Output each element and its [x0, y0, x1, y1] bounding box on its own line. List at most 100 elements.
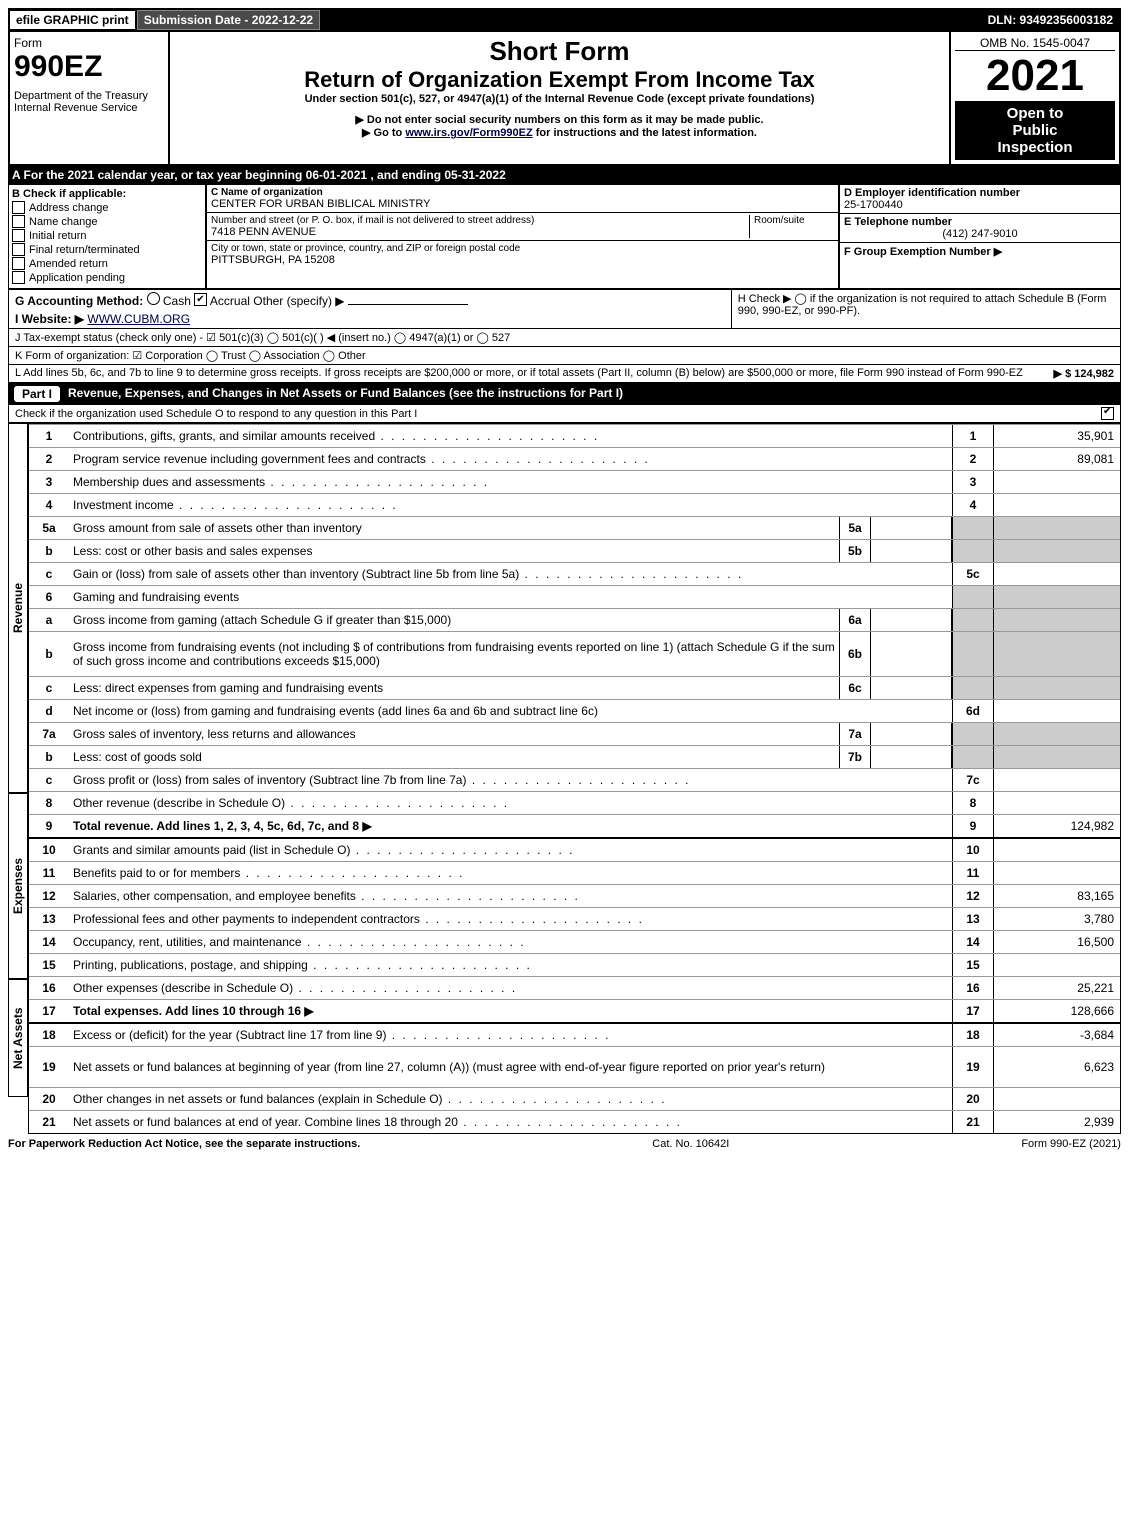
li-label: Grants and similar amounts paid (list in… — [69, 841, 952, 859]
line-6: 6Gaming and fundraising events — [29, 585, 1120, 608]
li-col: 12 — [952, 885, 993, 907]
header-center: Short Form Return of Organization Exempt… — [170, 32, 951, 164]
li-col: 10 — [952, 839, 993, 861]
accrual-radio[interactable] — [194, 293, 207, 306]
cash-radio[interactable] — [147, 292, 160, 305]
li-val — [993, 839, 1120, 861]
line-5b: bLess: cost or other basis and sales exp… — [29, 539, 1120, 562]
li-val-grey — [993, 746, 1120, 768]
website-link[interactable]: WWW.CUBM.ORG — [87, 312, 190, 326]
li-num: 4 — [29, 498, 69, 512]
g-label: G Accounting Method: — [15, 294, 143, 308]
net-assets-tab: Net Assets — [8, 979, 28, 1097]
cb-label: Address change — [29, 202, 109, 214]
li-num: 15 — [29, 958, 69, 972]
li-num: b — [29, 647, 69, 661]
dept-treasury: Department of the Treasury — [14, 90, 164, 102]
box-d: D Employer identification number 25-1700… — [839, 184, 1121, 289]
cb-label: Name change — [29, 216, 98, 228]
li-label: Other expenses (describe in Schedule O) — [69, 979, 952, 997]
li-subval — [870, 723, 952, 745]
li-num: 2 — [29, 452, 69, 466]
name-label: C Name of organization — [211, 187, 834, 198]
li-col: 11 — [952, 862, 993, 884]
org-name: CENTER FOR URBAN BIBLICAL MINISTRY — [211, 198, 834, 210]
line-7a: 7aGross sales of inventory, less returns… — [29, 722, 1120, 745]
li-label: Gross income from fundraising events (no… — [69, 638, 839, 670]
org-info-row: B Check if applicable: Address change Na… — [8, 184, 1121, 289]
line-5a: 5aGross amount from sale of assets other… — [29, 516, 1120, 539]
li-label: Program service revenue including govern… — [69, 450, 952, 468]
li-num: a — [29, 613, 69, 627]
li-val: 16,500 — [993, 931, 1120, 953]
goto-pre: ▶ Go to — [362, 127, 405, 139]
line-7c: cGross profit or (loss) from sales of in… — [29, 768, 1120, 791]
li-val — [993, 954, 1120, 976]
li-label: Total expenses. Add lines 10 through 16 … — [69, 1002, 952, 1020]
li-val-grey — [993, 723, 1120, 745]
part-i-body: Revenue Expenses Net Assets 1Contributio… — [8, 423, 1121, 1134]
other-specify-input[interactable] — [348, 304, 468, 305]
li-num: c — [29, 773, 69, 787]
li-val: 2,939 — [993, 1111, 1120, 1133]
name-change-checkbox[interactable] — [12, 215, 25, 228]
room-label: Room/suite — [749, 215, 834, 238]
address-change-checkbox[interactable] — [12, 201, 25, 214]
li-subcol: 6c — [839, 677, 870, 699]
li-val-grey — [993, 632, 1120, 676]
li-label: Occupancy, rent, utilities, and maintena… — [69, 933, 952, 951]
li-num: 7a — [29, 727, 69, 741]
section-a-period: A For the 2021 calendar year, or tax yea… — [8, 166, 1121, 184]
street-label: Number and street (or P. O. box, if mail… — [211, 215, 749, 226]
application-pending-checkbox[interactable] — [12, 271, 25, 284]
line-18: 18Excess or (deficit) for the year (Subt… — [29, 1022, 1120, 1046]
li-val-grey — [993, 586, 1120, 608]
line-9: 9Total revenue. Add lines 1, 2, 3, 4, 5c… — [29, 814, 1120, 837]
li-col: 15 — [952, 954, 993, 976]
li-subval — [870, 632, 952, 676]
form-header: Form 990EZ Department of the Treasury In… — [8, 32, 1121, 166]
li-val-grey — [993, 677, 1120, 699]
li-label: Membership dues and assessments — [69, 473, 952, 491]
irs-link[interactable]: www.irs.gov/Form990EZ — [405, 127, 532, 139]
line-j: J Tax-exempt status (check only one) - ☑… — [8, 329, 1121, 347]
ssn-warning: ▶ Do not enter social security numbers o… — [174, 113, 945, 126]
li-col: 7c — [952, 769, 993, 791]
line-l-text: L Add lines 5b, 6c, and 7b to line 9 to … — [15, 367, 1054, 380]
final-return-checkbox[interactable] — [12, 243, 25, 256]
efile-print-label[interactable]: efile GRAPHIC print — [8, 9, 137, 31]
li-val — [993, 471, 1120, 493]
group-exempt-label: F Group Exemption Number ▶ — [844, 245, 1116, 258]
cb-label: Amended return — [29, 258, 108, 270]
li-num: 3 — [29, 475, 69, 489]
short-form-title: Short Form — [174, 36, 945, 67]
li-label: Net assets or fund balances at beginning… — [69, 1058, 952, 1076]
line-6a: aGross income from gaming (attach Schedu… — [29, 608, 1120, 631]
part-i-title: Revenue, Expenses, and Changes in Net As… — [68, 386, 623, 402]
li-col: 5c — [952, 563, 993, 585]
open-line2: Public — [959, 122, 1111, 139]
li-label: Gaming and fundraising events — [69, 588, 952, 606]
li-col-grey — [952, 609, 993, 631]
line-l-amount: ▶ $ 124,982 — [1054, 367, 1114, 380]
li-col-grey — [952, 677, 993, 699]
li-label: Printing, publications, postage, and shi… — [69, 956, 952, 974]
top-bar: efile GRAPHIC print Submission Date - 20… — [8, 8, 1121, 32]
li-label: Gross income from gaming (attach Schedul… — [69, 611, 839, 629]
li-label: Investment income — [69, 496, 952, 514]
line-4: 4Investment income4 — [29, 493, 1120, 516]
tel-value: (412) 247-9010 — [844, 228, 1116, 240]
open-line3: Inspection — [959, 139, 1111, 156]
initial-return-checkbox[interactable] — [12, 229, 25, 242]
schedule-o-checkbox[interactable] — [1101, 407, 1114, 420]
line-20: 20Other changes in net assets or fund ba… — [29, 1087, 1120, 1110]
li-subcol: 6a — [839, 609, 870, 631]
line-6d: dNet income or (loss) from gaming and fu… — [29, 699, 1120, 722]
li-col: 19 — [952, 1047, 993, 1087]
revenue-tab: Revenue — [8, 423, 28, 793]
li-col: 3 — [952, 471, 993, 493]
li-val: 35,901 — [993, 425, 1120, 447]
amended-return-checkbox[interactable] — [12, 257, 25, 270]
li-label: Excess or (deficit) for the year (Subtra… — [69, 1026, 952, 1044]
li-val — [993, 700, 1120, 722]
